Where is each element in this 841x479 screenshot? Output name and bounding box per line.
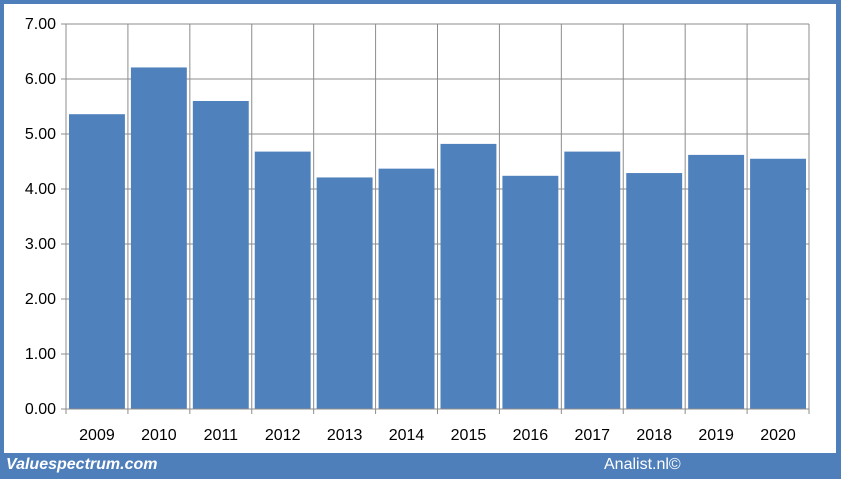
footer-brand-right: Analist.nl© xyxy=(604,456,681,473)
x-tick-label: 2020 xyxy=(760,427,796,444)
bar-2014 xyxy=(378,168,435,409)
bar-2017 xyxy=(564,151,621,409)
y-tick-label: 4.00 xyxy=(25,181,56,198)
bar-2009 xyxy=(69,114,125,409)
x-tick-label: 2019 xyxy=(698,427,734,444)
bar-2018 xyxy=(626,173,683,409)
x-tick-label: 2014 xyxy=(389,427,425,444)
bar-2016 xyxy=(502,175,559,409)
x-tick-label: 2018 xyxy=(636,427,672,444)
x-tick-label: 2010 xyxy=(141,427,177,444)
footer-brand-left: Valuespectrum.com xyxy=(6,456,158,473)
x-tick-label: 2013 xyxy=(327,427,363,444)
bar-2010 xyxy=(130,67,187,409)
y-tick-label: 6.00 xyxy=(25,71,56,88)
y-tick-label: 3.00 xyxy=(25,236,56,253)
x-tick-label: 2017 xyxy=(574,427,610,444)
x-tick-label: 2011 xyxy=(204,427,239,444)
y-tick-label: 2.00 xyxy=(25,291,56,308)
bar-chart: 0.00 1.00 2.00 3.00 4.00 5.00 6.00 7.00 2009 2010… xyxy=(25,16,810,444)
x-tick-label: 2016 xyxy=(513,427,549,444)
bar-2012 xyxy=(254,151,311,409)
x-tick-label: 2015 xyxy=(451,427,487,444)
bar-2019 xyxy=(688,154,745,409)
bar-2011 xyxy=(192,101,249,409)
bar-2013 xyxy=(316,177,373,409)
y-tick-label: 1.00 xyxy=(25,346,56,363)
bar-2015 xyxy=(440,143,497,409)
y-tick-label: 7.00 xyxy=(25,16,56,33)
bar-2020 xyxy=(750,158,806,409)
x-tick-label: 2012 xyxy=(265,427,301,444)
x-tick-label: 2009 xyxy=(79,427,115,444)
chart-panel: 0.00 1.00 2.00 3.00 4.00 5.00 6.00 7.00 2009 2010… xyxy=(4,4,836,453)
y-tick-label: 5.00 xyxy=(25,126,56,143)
y-tick-label: 0.00 xyxy=(25,401,56,418)
